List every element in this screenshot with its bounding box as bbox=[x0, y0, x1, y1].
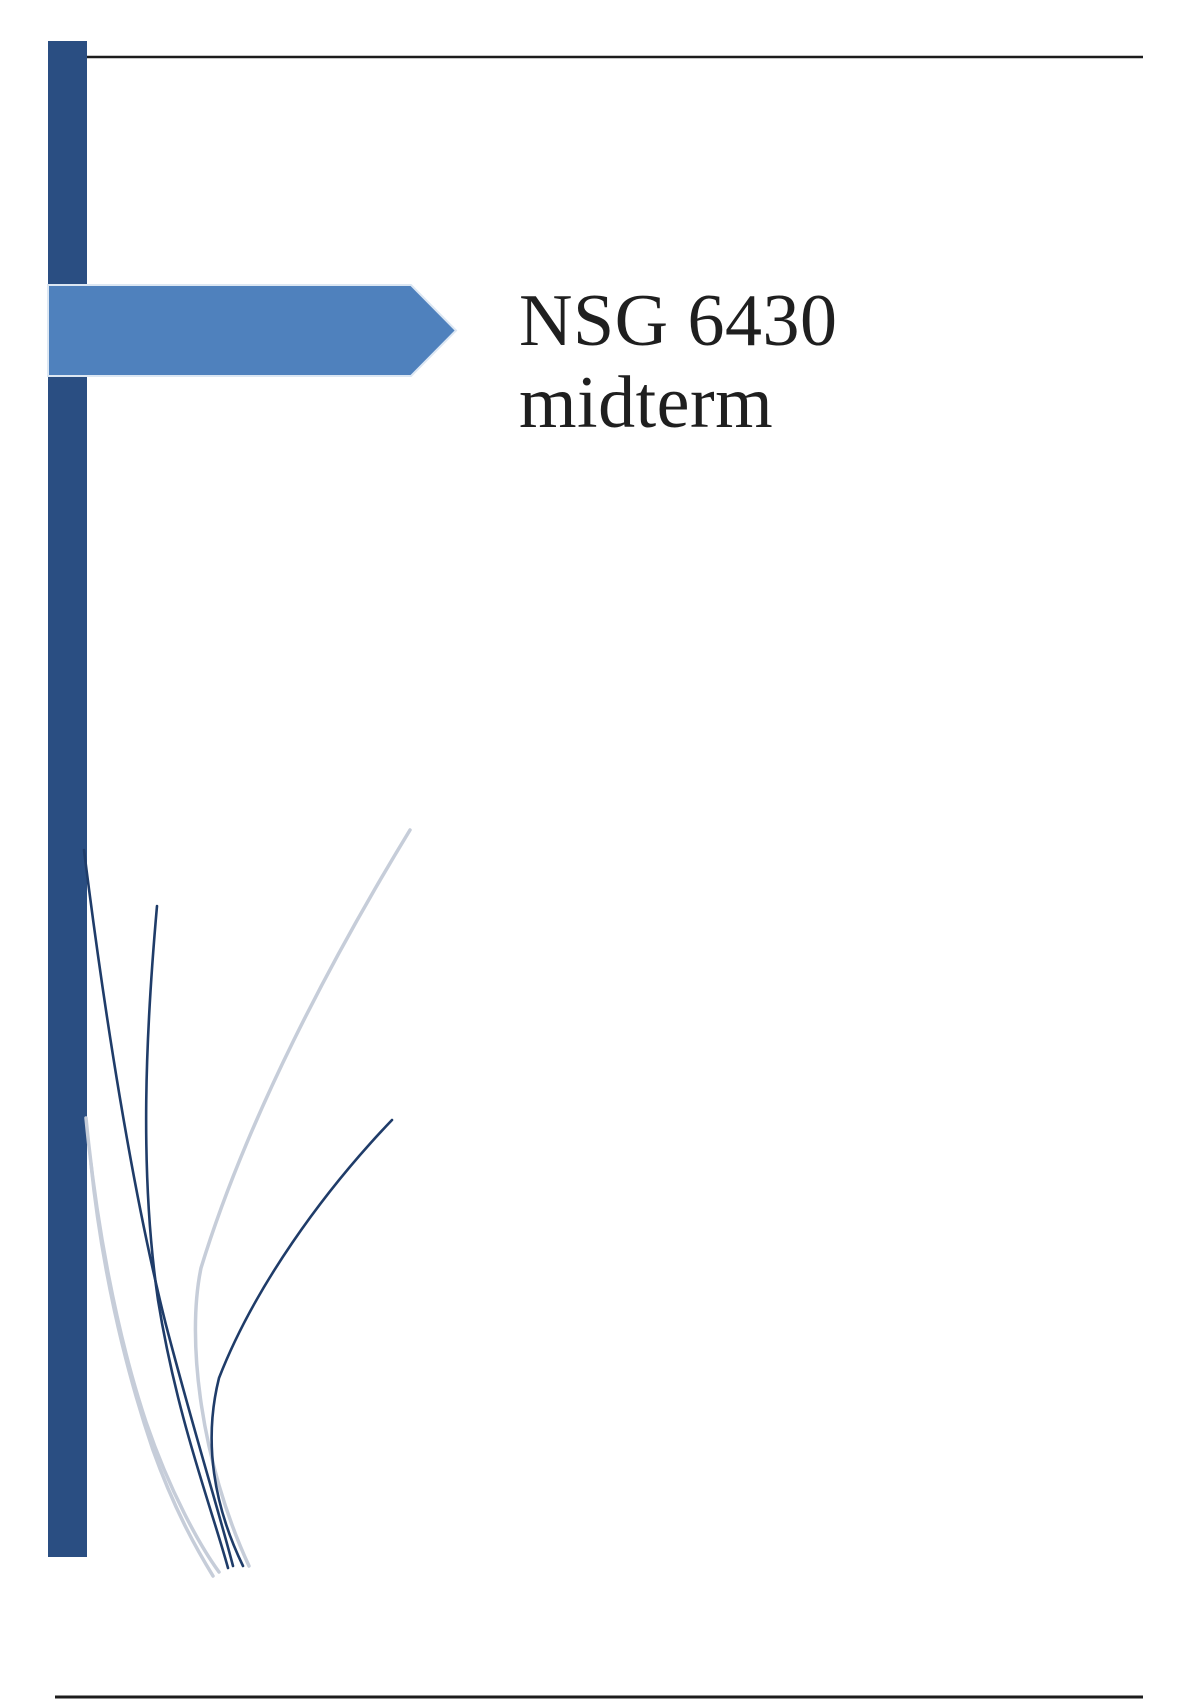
title-arrow-banner-icon bbox=[47, 284, 458, 377]
cover-title-line2: midterm bbox=[519, 362, 774, 444]
left-accent-bar bbox=[48, 41, 87, 1557]
dark-curve-3 bbox=[210, 1118, 394, 1568]
light-left-curve-1 bbox=[84, 1116, 221, 1574]
dark-curve-2 bbox=[144, 904, 230, 1570]
cover-title-line1: NSG 6430 bbox=[519, 280, 838, 362]
cover-title: NSG 6430 midterm bbox=[519, 280, 838, 444]
flourish-curves-dark-group bbox=[82, 848, 394, 1570]
light-left-curve-2 bbox=[89, 1162, 215, 1578]
flourish-curves-light-group bbox=[84, 828, 412, 1578]
light-arc-curve bbox=[193, 828, 412, 1568]
